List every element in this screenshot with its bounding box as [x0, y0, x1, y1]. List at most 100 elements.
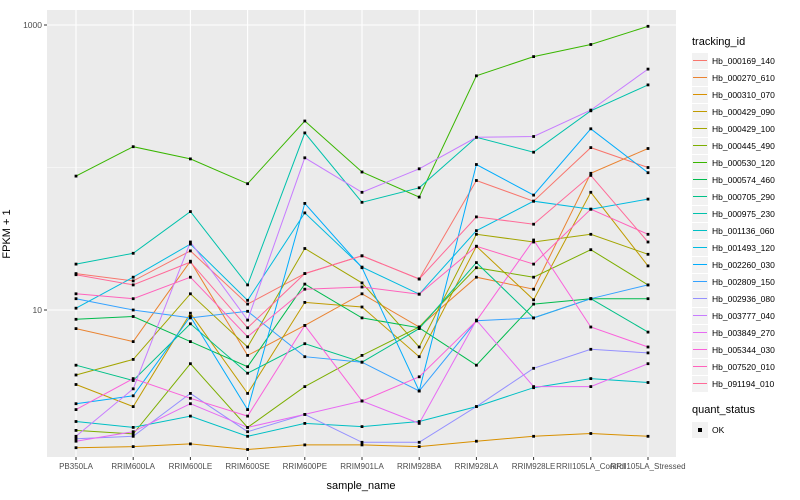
data-point [646, 283, 650, 287]
data-point [532, 150, 535, 154]
data-point [74, 429, 78, 432]
data-point [131, 430, 135, 434]
legend-entry-label: Hb_091194_010 [712, 378, 775, 389]
data-point [303, 282, 307, 286]
data-point [475, 266, 478, 270]
data-point [303, 324, 307, 327]
data-point [131, 358, 135, 361]
legend-line-swatch [693, 331, 707, 334]
data-point [475, 232, 478, 236]
data-point [246, 345, 249, 349]
legend-entry-Hb_000574_460: Hb_000574_460 [692, 171, 775, 188]
data-point [131, 275, 135, 279]
data-point [74, 327, 78, 330]
data-point [646, 24, 650, 28]
legend-entry-label: Hb_000574_460 [712, 174, 775, 185]
x-tick-label: PB350LA [59, 462, 93, 471]
data-point [189, 316, 192, 320]
legend-line-swatch [693, 195, 707, 198]
legend-key-icon [692, 375, 708, 392]
legend-entry-Hb_002809_150: Hb_002809_150 [692, 273, 775, 290]
data-point [303, 413, 307, 416]
data-point [360, 399, 364, 403]
legend-line-swatch [693, 110, 707, 113]
data-point [189, 275, 192, 279]
legend-entry-Hb_091194_010: Hb_091194_010 [692, 375, 775, 392]
data-point [303, 272, 307, 275]
x-tick-label: RRII105LA_Control [556, 462, 626, 471]
legend-key-icon [692, 52, 708, 69]
data-point [131, 426, 135, 429]
data-point [417, 277, 421, 281]
data-point [417, 345, 421, 349]
data-point [589, 385, 593, 388]
legend-line-swatch [693, 365, 707, 368]
data-point [646, 434, 650, 438]
legend-line-swatch [693, 382, 707, 385]
data-point [189, 260, 192, 264]
x-tick-label: RRIM600LE [169, 462, 213, 471]
data-point [417, 355, 421, 359]
x-tick-label: RRIM928LA [455, 462, 499, 471]
data-point [360, 285, 364, 289]
legend-key-icon [692, 120, 708, 137]
legend-entry-Hb_001493_120: Hb_001493_120 [692, 239, 775, 256]
data-point [74, 446, 78, 450]
legend-key-icon [692, 171, 708, 188]
data-point [589, 146, 593, 149]
legend-line-swatch [693, 127, 707, 130]
data-point [589, 127, 593, 131]
legend-line-swatch [693, 178, 707, 181]
data-point [417, 186, 421, 190]
data-point [246, 335, 249, 339]
x-axis-title: sample_name [326, 480, 396, 492]
data-point [646, 252, 650, 256]
data-point [532, 193, 535, 197]
legend-key-icon [692, 239, 708, 256]
data-point [131, 297, 135, 301]
legend-entry-Hb_000975_230: Hb_000975_230 [692, 205, 775, 222]
data-point [246, 365, 249, 369]
data-point [589, 297, 593, 301]
data-point [589, 347, 593, 351]
legend-entry-label: Hb_000429_090 [712, 106, 775, 117]
data-point [646, 197, 650, 201]
data-point [475, 319, 478, 323]
data-point [246, 414, 249, 418]
data-point [589, 171, 593, 175]
legend-key-icon [692, 290, 708, 307]
data-point [360, 440, 364, 444]
data-point [360, 354, 364, 357]
data-point [646, 264, 650, 268]
data-point [417, 195, 421, 199]
data-point [417, 440, 421, 444]
quant-ok-key-icon [692, 421, 708, 438]
data-point [417, 389, 421, 393]
data-point [131, 283, 135, 287]
data-point [475, 405, 478, 408]
x-tick-label: RRII105LA_Stressed [610, 462, 685, 471]
data-point [360, 425, 364, 428]
data-point [74, 306, 78, 310]
legend-entry-Hb_000270_610: Hb_000270_610 [692, 69, 775, 86]
legend-entry-Hb_002936_080: Hb_002936_080 [692, 290, 775, 307]
data-point [475, 275, 478, 279]
legend-key-icon [692, 69, 708, 86]
data-point [303, 247, 307, 250]
data-point [246, 408, 249, 411]
data-point [74, 363, 78, 367]
legend-line-swatch [693, 263, 707, 266]
data-point [246, 309, 249, 313]
data-point [646, 83, 650, 87]
legend-key-icon [692, 358, 708, 375]
data-point [417, 445, 421, 448]
data-point [74, 408, 78, 411]
quant-status-legend-entry: OK [692, 421, 724, 438]
data-point [532, 262, 535, 266]
data-point [532, 302, 535, 306]
data-point [532, 298, 535, 302]
data-point [131, 315, 135, 318]
data-point [246, 354, 249, 357]
data-point [246, 434, 249, 438]
legend-line-swatch [693, 314, 707, 317]
